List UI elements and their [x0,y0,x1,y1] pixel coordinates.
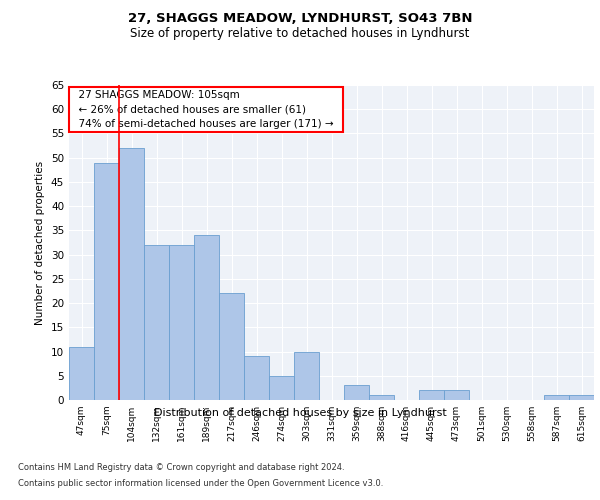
Bar [94,162,119,400]
Bar [294,352,319,400]
Bar [444,390,469,400]
Bar [169,245,194,400]
Bar [369,395,394,400]
Bar [244,356,269,400]
Text: 27, SHAGGS MEADOW, LYNDHURST, SO43 7BN: 27, SHAGGS MEADOW, LYNDHURST, SO43 7BN [128,12,472,26]
Bar [569,395,594,400]
Bar [194,235,219,400]
Bar [119,148,144,400]
Text: Distribution of detached houses by size in Lyndhurst: Distribution of detached houses by size … [154,408,446,418]
Bar [544,395,569,400]
Bar [269,376,294,400]
Text: Contains HM Land Registry data © Crown copyright and database right 2024.: Contains HM Land Registry data © Crown c… [18,462,344,471]
Text: Size of property relative to detached houses in Lyndhurst: Size of property relative to detached ho… [130,28,470,40]
Bar [69,346,94,400]
Bar [144,245,169,400]
Bar [344,386,369,400]
Bar [219,294,244,400]
Y-axis label: Number of detached properties: Number of detached properties [35,160,46,324]
Text: Contains public sector information licensed under the Open Government Licence v3: Contains public sector information licen… [18,479,383,488]
Text: 27 SHAGGS MEADOW: 105sqm
  ← 26% of detached houses are smaller (61)
  74% of se: 27 SHAGGS MEADOW: 105sqm ← 26% of detach… [71,90,340,130]
Bar [419,390,444,400]
